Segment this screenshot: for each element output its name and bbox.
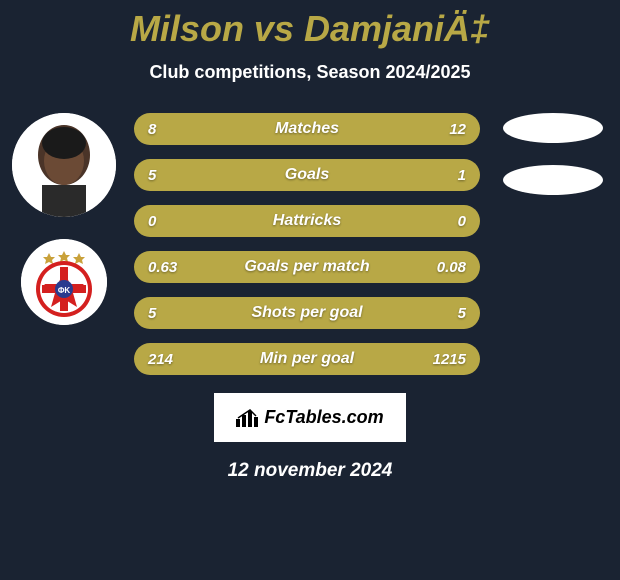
club-crest-icon: ΦK: [21, 239, 107, 325]
stat-row: 0 Hattricks 0: [134, 205, 480, 237]
right-indicator-ellipse: [503, 113, 603, 143]
right-indicator-ellipse: [503, 165, 603, 195]
brand-label: FcTables.com: [264, 407, 383, 428]
stat-left-value: 5: [148, 167, 188, 184]
stat-label: Goals: [285, 166, 329, 184]
stat-row: 5 Shots per goal 5: [134, 297, 480, 329]
stat-label: Min per goal: [260, 350, 354, 368]
stat-row: 214 Min per goal 1215: [134, 343, 480, 375]
left-player-column: ΦK: [8, 113, 120, 389]
stat-right-value: 12: [426, 121, 466, 138]
player-silhouette-icon: [12, 113, 116, 217]
stat-row: 5 Goals 1: [134, 159, 480, 191]
brand-badge: FcTables.com: [214, 393, 405, 442]
stat-left-value: 0: [148, 213, 188, 230]
stat-left-value: 0.63: [148, 259, 188, 276]
date-label: 12 november 2024: [0, 460, 620, 482]
stat-label: Shots per goal: [251, 304, 362, 322]
stat-right-value: 1: [426, 167, 466, 184]
stat-row: 8 Matches 12: [134, 113, 480, 145]
stats-column: 8 Matches 12 5 Goals 1 0 Hattricks 0 0.6…: [120, 113, 494, 389]
footer: FcTables.com 12 november 2024: [0, 393, 620, 482]
stat-row: 0.63 Goals per match 0.08: [134, 251, 480, 283]
stat-left-value: 5: [148, 305, 188, 322]
stat-left-value: 214: [148, 351, 188, 368]
stat-label: Goals per match: [244, 258, 369, 276]
stat-right-value: 1215: [426, 351, 466, 368]
main-area: ΦK 8 Matches 12 5 Goals 1 0 Hattricks 0 …: [0, 113, 620, 389]
stat-right-value: 0: [426, 213, 466, 230]
club-badge: ΦK: [21, 239, 107, 325]
page-title: Milson vs DamjaniÄ‡: [0, 8, 620, 50]
svg-text:ΦK: ΦK: [58, 286, 71, 295]
stat-label: Hattricks: [273, 212, 341, 230]
subtitle: Club competitions, Season 2024/2025: [0, 62, 620, 83]
stat-right-value: 5: [426, 305, 466, 322]
comparison-card: Milson vs DamjaniÄ‡ Club competitions, S…: [0, 0, 620, 580]
chart-icon: [236, 409, 258, 427]
stat-label: Matches: [275, 120, 339, 138]
right-player-column: [494, 113, 612, 389]
stat-right-value: 0.08: [426, 259, 466, 276]
stat-left-value: 8: [148, 121, 188, 138]
player-avatar: [12, 113, 116, 217]
